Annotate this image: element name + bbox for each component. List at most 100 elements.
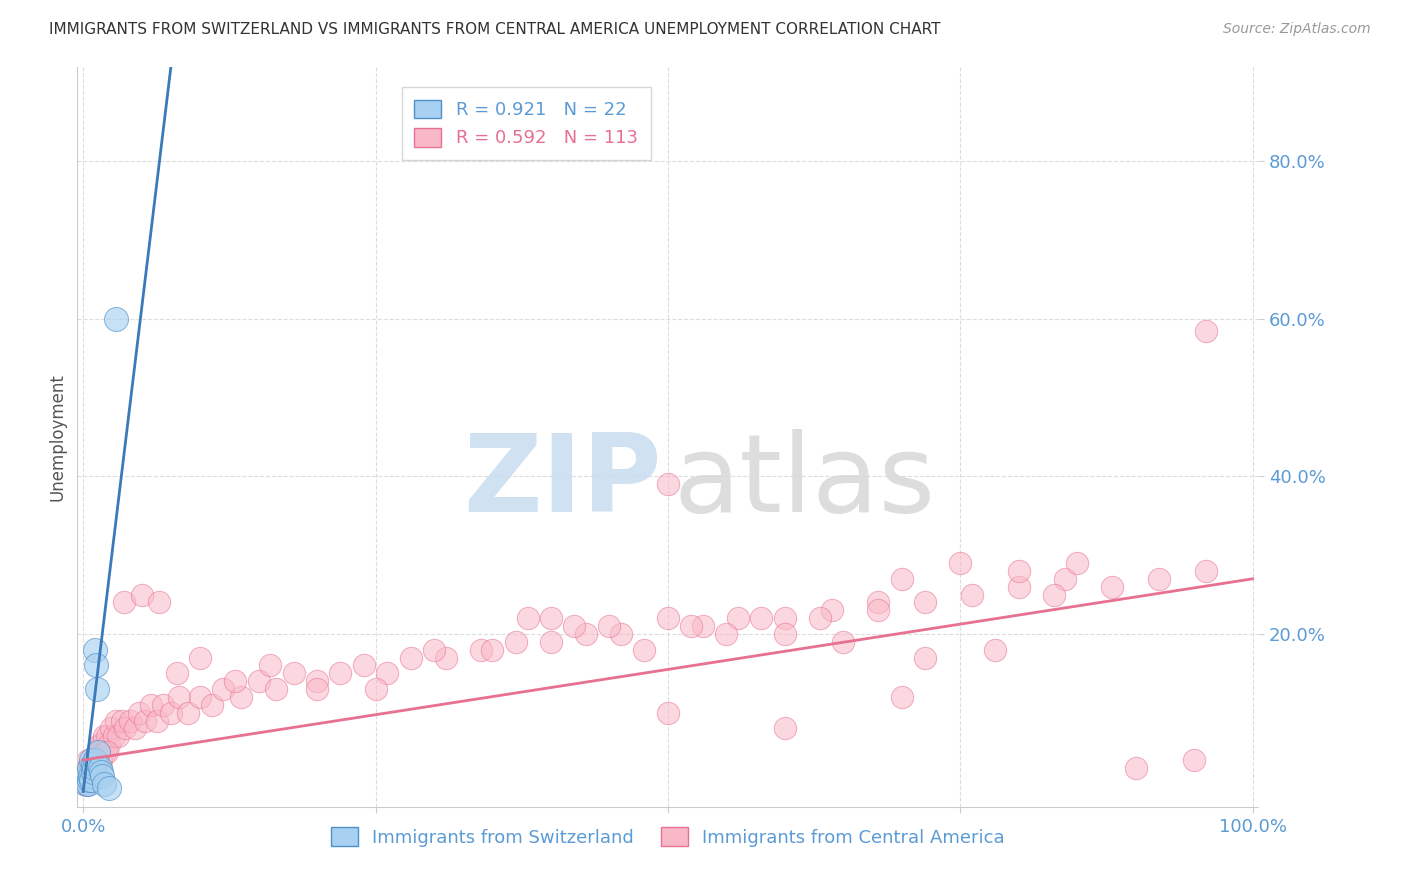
Point <box>97 737 120 751</box>
Point <box>86 682 108 697</box>
Point <box>364 682 387 697</box>
Point <box>114 722 136 736</box>
Point <box>79 769 101 783</box>
Point <box>79 769 101 783</box>
Point <box>96 730 118 744</box>
Point <box>1008 564 1031 578</box>
Point <box>434 650 457 665</box>
Point <box>89 761 111 775</box>
Point <box>949 556 972 570</box>
Point <box>96 745 118 759</box>
Point <box>90 737 112 751</box>
Text: ZIP: ZIP <box>464 428 662 534</box>
Point <box>83 761 105 775</box>
Point <box>868 603 890 617</box>
Point <box>540 635 562 649</box>
Point <box>83 769 105 783</box>
Point <box>90 764 112 779</box>
Point <box>90 769 112 783</box>
Point <box>84 658 107 673</box>
Point <box>229 690 252 704</box>
Point <box>692 619 714 633</box>
Point <box>329 666 352 681</box>
Point <box>134 714 156 728</box>
Point <box>82 753 104 767</box>
Point <box>832 635 855 649</box>
Point <box>104 312 127 326</box>
Point <box>97 780 120 795</box>
Point <box>167 690 190 704</box>
Point <box>399 650 422 665</box>
Point <box>516 611 538 625</box>
Point <box>112 595 135 609</box>
Point <box>76 761 98 775</box>
Point <box>83 753 105 767</box>
Point <box>80 772 103 787</box>
Point <box>82 764 104 779</box>
Point <box>83 761 105 775</box>
Point <box>1008 580 1031 594</box>
Point <box>610 627 633 641</box>
Point <box>1042 588 1064 602</box>
Point <box>94 745 117 759</box>
Point <box>82 769 104 783</box>
Point <box>104 714 127 728</box>
Point <box>353 658 375 673</box>
Point <box>84 761 107 775</box>
Point <box>575 627 598 641</box>
Point <box>562 619 585 633</box>
Point <box>93 777 115 791</box>
Point <box>111 714 134 728</box>
Point <box>118 714 141 728</box>
Point <box>890 690 912 704</box>
Text: atlas: atlas <box>673 428 936 534</box>
Point <box>657 477 679 491</box>
Point <box>423 642 446 657</box>
Point <box>773 611 796 625</box>
Point <box>76 777 98 791</box>
Point <box>773 722 796 736</box>
Point <box>259 658 281 673</box>
Point <box>77 761 100 775</box>
Point <box>87 745 110 759</box>
Point <box>177 706 200 720</box>
Point <box>148 595 170 609</box>
Point <box>1195 564 1218 578</box>
Point <box>1147 572 1170 586</box>
Point <box>76 753 98 767</box>
Point <box>90 753 112 767</box>
Point <box>83 642 105 657</box>
Point <box>1054 572 1077 586</box>
Point <box>540 611 562 625</box>
Point <box>128 706 150 720</box>
Point <box>868 595 890 609</box>
Point <box>80 753 103 767</box>
Point <box>960 588 983 602</box>
Point <box>80 761 103 775</box>
Point <box>773 627 796 641</box>
Point <box>914 595 936 609</box>
Point <box>305 674 328 689</box>
Point <box>1182 753 1205 767</box>
Point <box>224 674 246 689</box>
Point <box>103 730 125 744</box>
Point <box>598 619 620 633</box>
Legend: Immigrants from Switzerland, Immigrants from Central America: Immigrants from Switzerland, Immigrants … <box>323 820 1012 854</box>
Point <box>890 572 912 586</box>
Point <box>188 650 211 665</box>
Point <box>633 642 655 657</box>
Point <box>470 642 492 657</box>
Point <box>77 761 100 775</box>
Point <box>76 777 98 791</box>
Point <box>984 642 1007 657</box>
Point <box>264 682 287 697</box>
Point <box>91 745 114 759</box>
Text: IMMIGRANTS FROM SWITZERLAND VS IMMIGRANTS FROM CENTRAL AMERICA UNEMPLOYMENT CORR: IMMIGRANTS FROM SWITZERLAND VS IMMIGRANT… <box>49 22 941 37</box>
Point <box>82 756 104 771</box>
Point <box>375 666 398 681</box>
Point <box>657 706 679 720</box>
Point <box>681 619 703 633</box>
Point <box>160 706 183 720</box>
Point <box>247 674 270 689</box>
Point <box>481 642 503 657</box>
